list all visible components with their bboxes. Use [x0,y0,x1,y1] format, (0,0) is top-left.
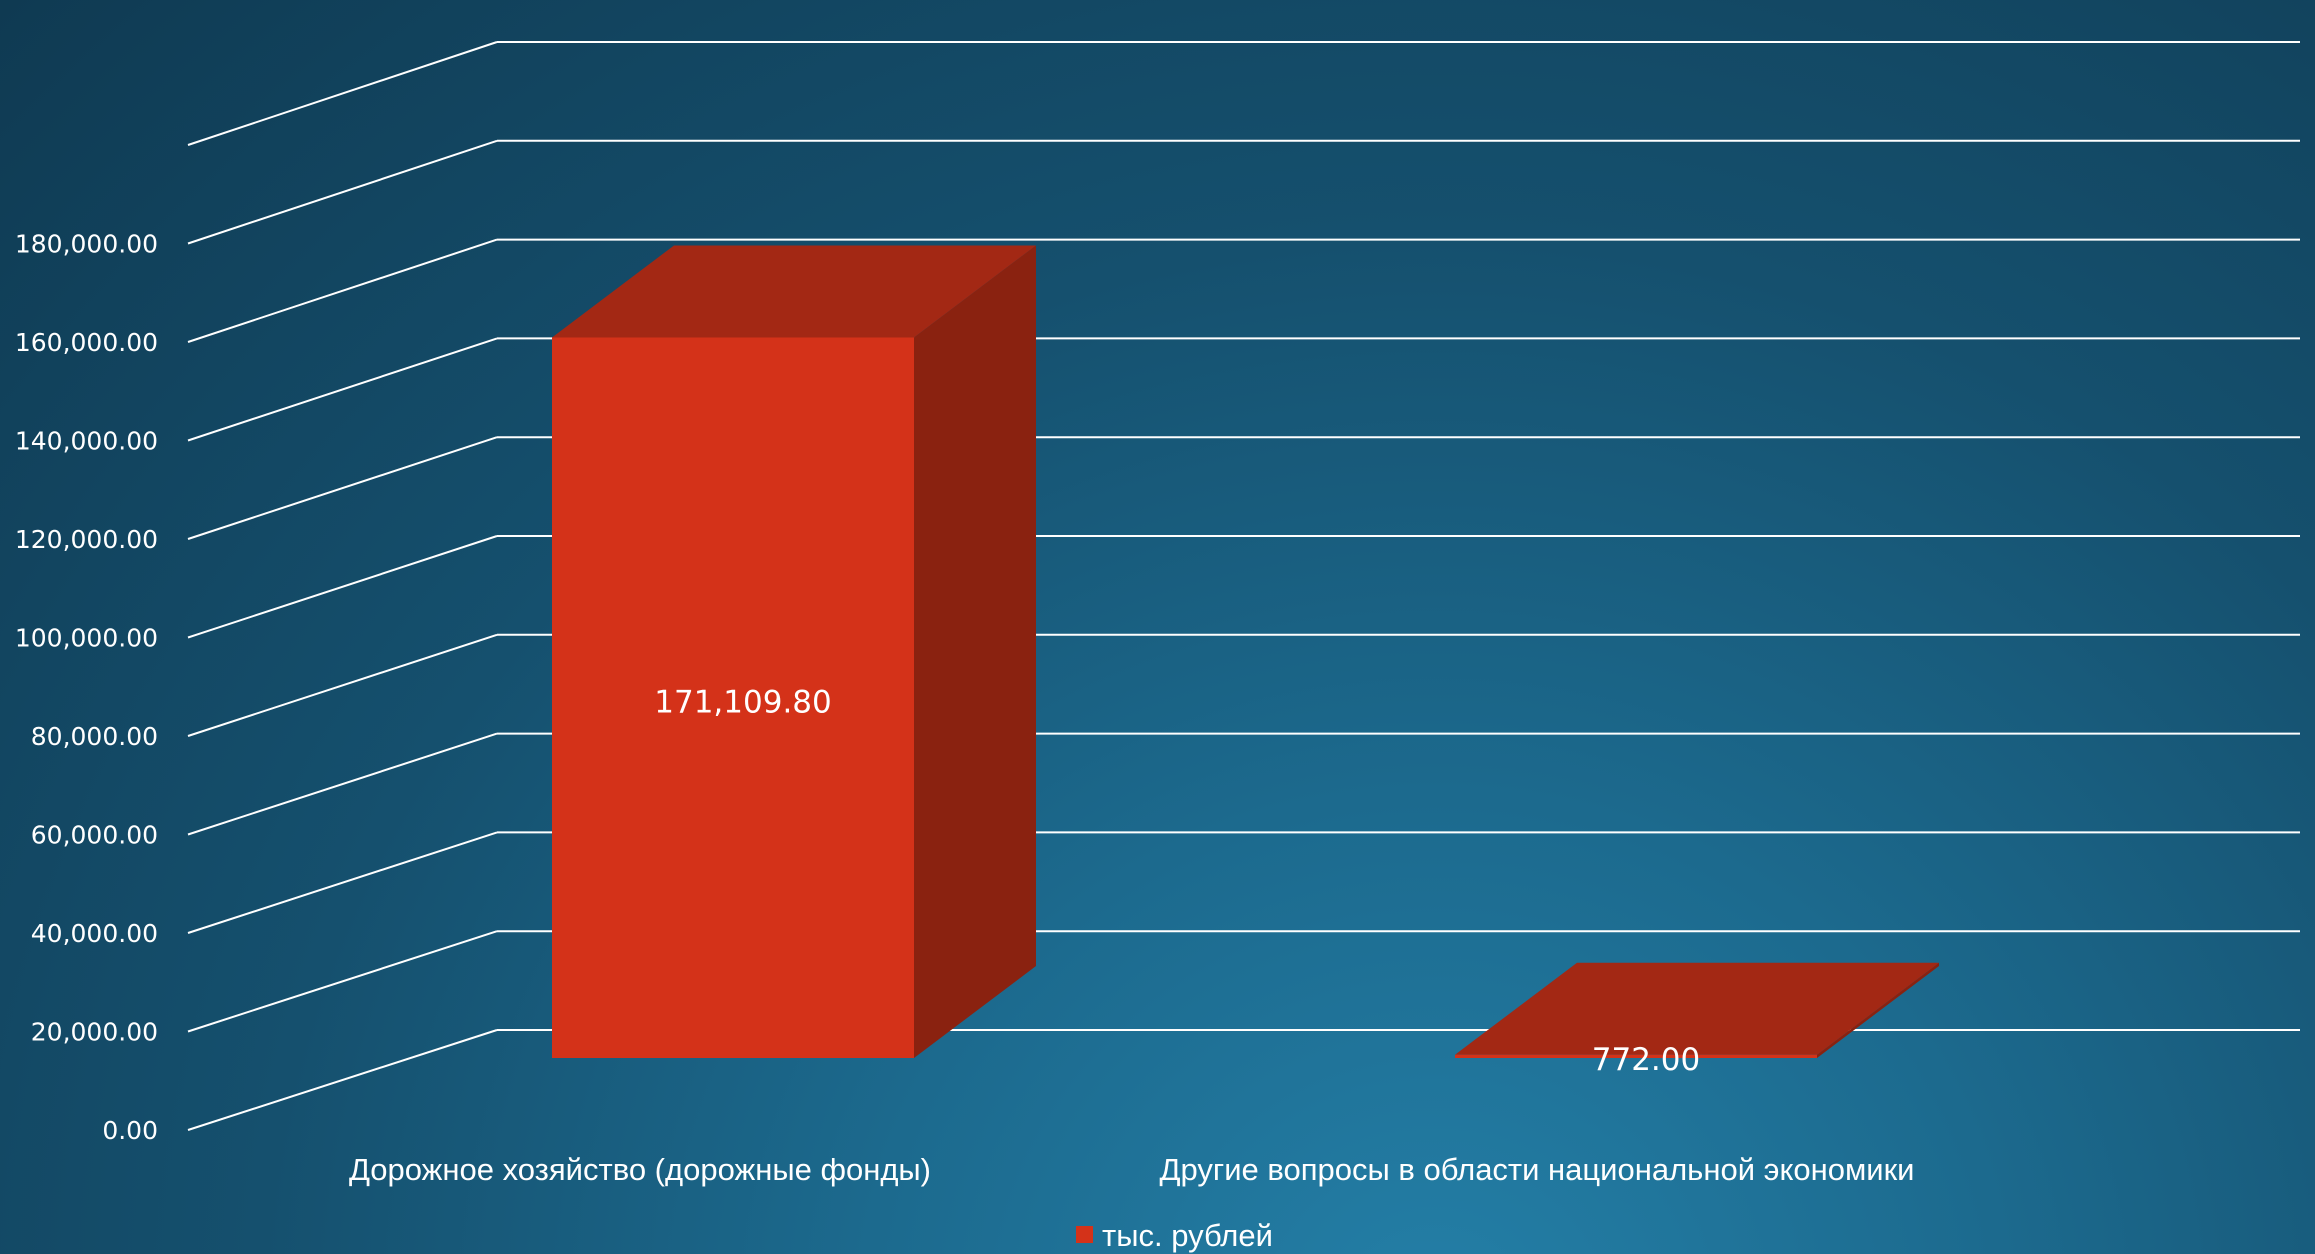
y-tick-label: 120,000.00 [15,525,158,554]
gridlines [187,41,2300,1131]
bar-side [914,245,1036,1058]
data-label: 171,109.80 [654,684,832,720]
labels: 0.00 20,000.00 40,000.00 60,000.00 80,000.00… [15,230,1915,1188]
gridline-diagonal [187,238,498,343]
bars [552,245,1939,1058]
bar [552,245,1036,1058]
gridline-diagonal [187,436,498,540]
bar-front [552,337,914,1058]
bar-front [1455,1054,1817,1058]
y-tick-label: 160,000.00 [15,328,158,357]
bar-top [552,245,1036,338]
legend: тыс. рублей [1076,1218,1273,1253]
y-tick-label: 60,000.00 [31,821,158,850]
gridline-diagonal [187,139,498,245]
bar [1455,962,1939,1058]
y-tick-label: 140,000.00 [15,427,158,456]
gridline-diagonal [187,831,498,934]
gridline-diagonal [187,337,498,442]
y-tick-label: 80,000.00 [31,722,158,751]
gridline-diagonal [187,41,498,146]
y-tick-label: 180,000.00 [15,230,158,259]
y-tick-label: 40,000.00 [31,919,158,948]
y-tick-label: 100,000.00 [15,624,158,653]
category-label: Другие вопросы в области национальной эк… [1160,1152,1915,1187]
legend-label: тыс. рублей [1102,1218,1273,1253]
gridline-diagonal [187,732,498,836]
legend-swatch [1076,1226,1093,1243]
bar-top [1455,962,1939,1055]
gridline-diagonal [187,633,498,737]
gridline-diagonal [187,535,498,639]
category-label: Дорожное хозяйство (дорожные фонды) [349,1152,931,1187]
y-tick-label: 0.00 [102,1116,158,1145]
y-tick-label: 20,000.00 [31,1018,158,1047]
bar-side [1817,962,1939,1058]
gridline-diagonal [187,1029,498,1131]
gridline-diagonal [187,930,498,1033]
data-label: 772.00 [1592,1042,1700,1078]
